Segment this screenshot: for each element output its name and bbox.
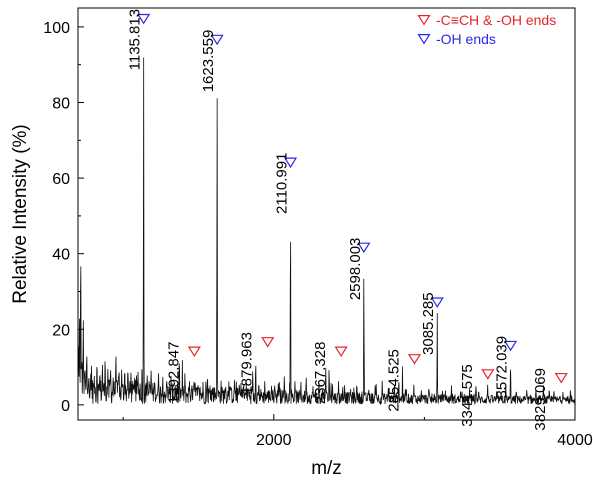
axes: 2000 4000 0 20 40 60 80 100 — [43, 7, 593, 449]
x-axis-title: m/z — [311, 458, 342, 479]
legend-marker-icon — [417, 33, 431, 45]
legend-entry: -OH ends — [436, 31, 496, 47]
peak-label: 2598.003 — [347, 238, 364, 301]
peak-label: 3829.069 — [532, 368, 549, 431]
peak-label: 3341.575 — [459, 364, 476, 427]
peak-label: 1135.813 — [127, 9, 144, 70]
peak-marker-icon — [503, 340, 518, 352]
x-tick-label: 4000 — [557, 432, 593, 449]
y-tick-label: 40 — [52, 247, 70, 264]
peak-label: 3085.285 — [420, 292, 437, 355]
legend-entry: -C≡CH & -OH ends — [436, 12, 556, 28]
peak-marker-icon — [407, 354, 422, 365]
peak-marker-icon — [187, 346, 201, 358]
peak-label: 2367.328 — [312, 342, 329, 405]
peak-marker-icon — [283, 157, 298, 169]
peak-marker-icon — [554, 372, 568, 384]
y-tick-label: 100 — [43, 20, 70, 37]
peak-label: 3572.039 — [494, 336, 511, 399]
peak-marker-icon — [430, 297, 444, 308]
peak-marker-icon — [334, 346, 348, 358]
y-tick-label: 80 — [52, 95, 70, 112]
peak-labels: 1135.813 1392.847 1623.559 1879.963 2110.991… — [127, 9, 568, 431]
peak-label: 2854.525 — [385, 349, 402, 412]
peak-label: 1623.559 — [200, 30, 217, 93]
peak-marker-icon — [357, 242, 371, 254]
peak-label: 2110.991 — [274, 153, 291, 214]
peak-marker-icon — [137, 13, 151, 25]
peak-marker-icon — [210, 34, 224, 46]
y-axis-title: Relative Intensity (%) — [10, 124, 31, 304]
x-tick-label: 2000 — [256, 432, 292, 449]
legend-marker-icon — [417, 15, 431, 26]
peak-label: 1879.963 — [239, 332, 256, 395]
peak-marker-icon — [261, 337, 275, 348]
plot-frame — [77, 7, 576, 421]
peak-label: 1392.847 — [165, 342, 182, 405]
peak-marker-icon — [481, 369, 495, 380]
legend: -C≡CH & -OH ends -OH ends — [417, 12, 556, 47]
y-tick-label: 60 — [52, 171, 70, 188]
y-tick-label: 0 — [61, 398, 70, 415]
plot-area — [78, 57, 575, 406]
spectrum-line — [78, 57, 575, 406]
y-tick-label: 20 — [52, 322, 70, 339]
